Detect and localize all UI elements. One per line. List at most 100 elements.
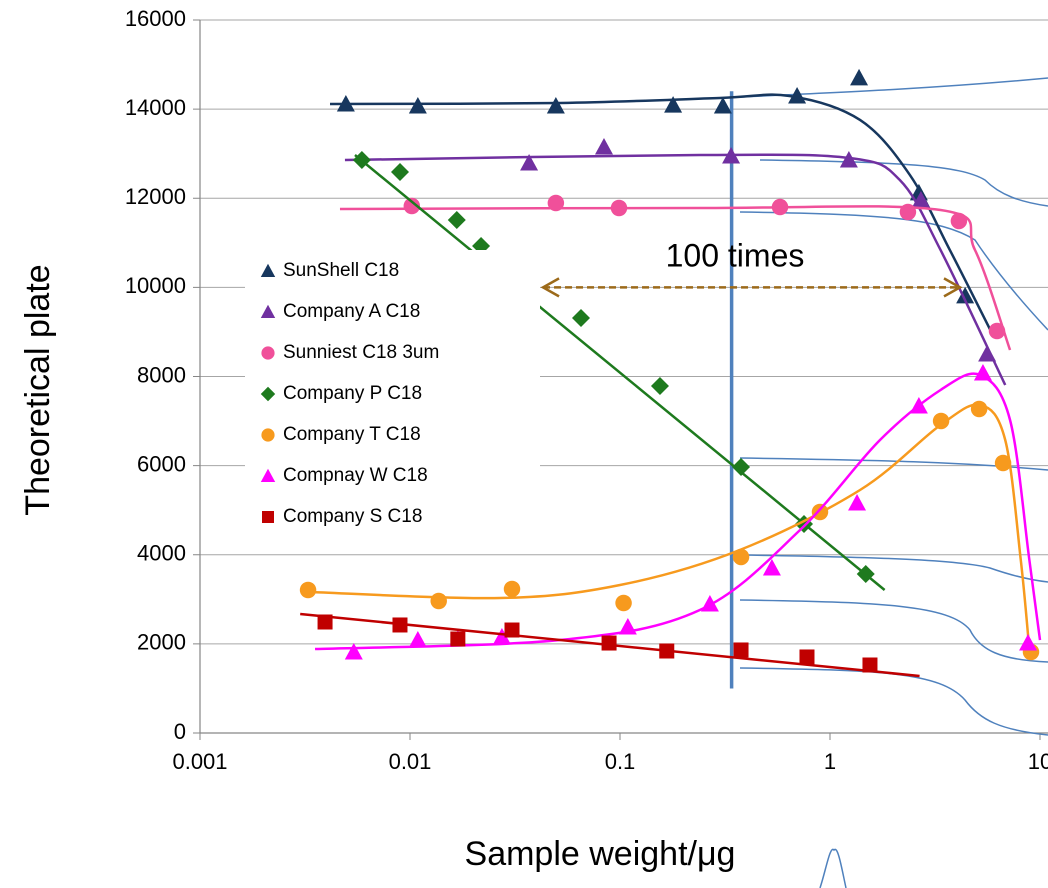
point xyxy=(850,68,869,86)
point xyxy=(733,642,749,658)
x-axis-title: Sample weight/μg xyxy=(465,835,736,873)
point xyxy=(956,286,975,304)
legend-marker xyxy=(261,346,275,360)
trend-line xyxy=(330,93,992,331)
point xyxy=(344,642,363,660)
point xyxy=(618,618,637,635)
legend-marker xyxy=(260,468,276,482)
x-tick-label: 1 xyxy=(824,749,836,774)
point xyxy=(504,622,520,638)
x-tick-label: 0.1 xyxy=(605,749,636,774)
point xyxy=(732,548,750,566)
legend-marker xyxy=(260,304,276,318)
grid: 0 2000 4000 6000 8000 10000 12000 14000 16000 0.0… xyxy=(125,6,1048,774)
legend-label: Company P C18 xyxy=(283,383,422,404)
point xyxy=(732,458,751,477)
point xyxy=(390,163,409,182)
y-tick-label: 14000 xyxy=(125,95,186,120)
point xyxy=(547,194,565,212)
arrow-head xyxy=(540,277,560,298)
point xyxy=(610,199,628,217)
point xyxy=(909,397,928,414)
point xyxy=(988,322,1006,340)
point xyxy=(788,86,807,104)
point xyxy=(299,581,317,599)
trend-line xyxy=(309,403,1031,651)
point xyxy=(722,147,741,164)
point xyxy=(492,628,511,645)
y-tick-label: 12000 xyxy=(125,184,186,209)
point xyxy=(352,151,371,170)
point xyxy=(1019,634,1038,651)
series xyxy=(299,400,1040,661)
y-tick-label: 8000 xyxy=(137,362,186,387)
y-tick-label: 10000 xyxy=(125,273,186,298)
point xyxy=(408,631,427,648)
point xyxy=(994,454,1012,472)
trend-line xyxy=(339,205,1012,351)
y-tick-label: 0 xyxy=(174,719,186,744)
series xyxy=(352,151,886,591)
point xyxy=(950,212,968,230)
legend-marker xyxy=(261,428,275,442)
point xyxy=(601,635,617,651)
point xyxy=(856,565,875,584)
point xyxy=(973,363,992,381)
legend-marker xyxy=(260,386,276,402)
point xyxy=(392,617,408,633)
point xyxy=(430,592,447,610)
plot-area xyxy=(299,68,1042,689)
point xyxy=(571,308,590,327)
point xyxy=(899,203,917,221)
arrow-head xyxy=(943,277,963,298)
point xyxy=(862,657,878,673)
point xyxy=(762,558,781,576)
point xyxy=(520,154,539,171)
point xyxy=(700,594,719,612)
point xyxy=(839,151,858,168)
point xyxy=(659,643,675,659)
point xyxy=(546,97,565,114)
point xyxy=(450,631,466,647)
point xyxy=(978,344,997,362)
point xyxy=(403,197,421,215)
x-tick-label: 0.01 xyxy=(389,749,432,774)
annotation: 100 times xyxy=(666,237,805,273)
legend-label: Compnay W C18 xyxy=(283,465,428,486)
point xyxy=(447,210,466,229)
point xyxy=(503,580,521,598)
y-tick-label: 16000 xyxy=(125,6,186,31)
legend-box xyxy=(245,250,540,535)
y-tick-label: 4000 xyxy=(137,541,186,566)
trend-line xyxy=(354,154,886,591)
legend-label: Company S C18 xyxy=(283,506,422,527)
legend-marker xyxy=(262,511,274,523)
point xyxy=(932,412,950,430)
point xyxy=(848,494,867,511)
legend-marker xyxy=(260,263,276,277)
point xyxy=(771,198,789,216)
point xyxy=(594,138,613,155)
legend-label: Company T C18 xyxy=(283,424,421,445)
series xyxy=(300,612,920,678)
point xyxy=(811,503,829,521)
point xyxy=(713,97,732,114)
x-tick-label: 0.001 xyxy=(172,749,227,774)
legend-label: SunShell C18 xyxy=(283,260,399,281)
point xyxy=(408,97,427,114)
point xyxy=(970,400,988,418)
legend-label: Company A C18 xyxy=(283,301,420,322)
legend: SunShell C18 Company A C18 Sunniest C18 3u… xyxy=(260,260,439,527)
series xyxy=(339,194,1012,351)
y-tick-label: 2000 xyxy=(137,630,186,655)
series xyxy=(344,138,1007,386)
point xyxy=(615,594,632,612)
point xyxy=(317,614,333,630)
y-tick-label: 6000 xyxy=(137,451,186,476)
x-tick-label: 10 xyxy=(1028,749,1048,774)
legend-label: Sunniest C18 3um xyxy=(283,342,439,363)
point xyxy=(664,96,683,113)
y-axis-title: Theoretical plate xyxy=(19,264,57,515)
point xyxy=(650,376,669,395)
